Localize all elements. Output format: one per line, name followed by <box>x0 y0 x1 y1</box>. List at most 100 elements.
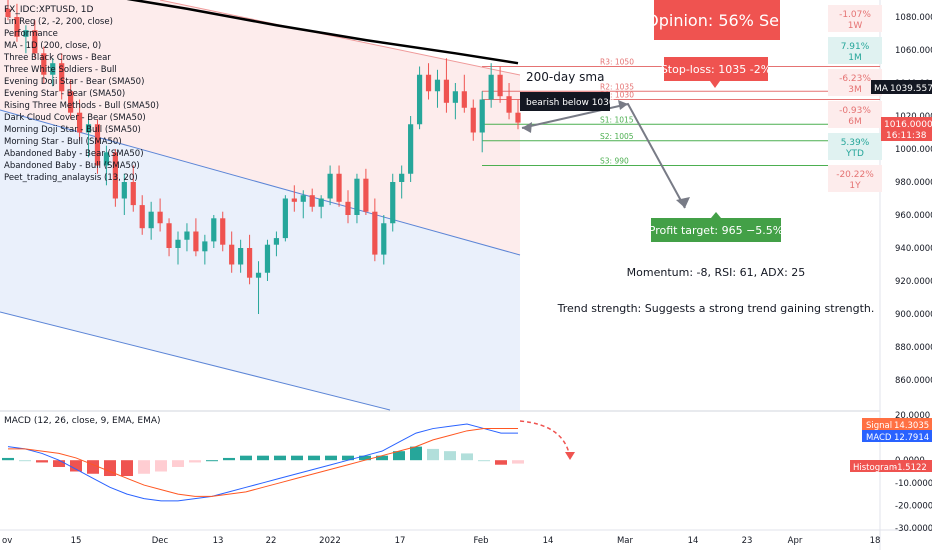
opinion-text: Opinion: 56% Sell <box>646 11 788 30</box>
candle-body <box>255 272 262 278</box>
candle-body <box>211 218 217 242</box>
candle-body <box>452 91 458 103</box>
bearish-box: bearish below 1030 <box>520 92 615 111</box>
candle-body <box>300 195 306 202</box>
price-tick-label: 1080.0000 <box>895 13 932 23</box>
candle-body <box>76 112 83 133</box>
legend-item: Lin Reg (2, -2, 200, close) <box>4 17 113 27</box>
candle-body <box>5 8 11 17</box>
candle-body <box>336 173 342 202</box>
legend-item: MA - 1D (200, close, 0) <box>4 41 101 51</box>
macd-line <box>7 423 518 502</box>
level-label: S3: 990 <box>600 157 629 166</box>
candle-body <box>112 152 118 199</box>
legend-item: Abandoned Baby - Bear (SMA50) <box>4 149 144 159</box>
time-tick-label: Feb <box>473 536 488 546</box>
time-tick-label: 14 <box>543 536 554 546</box>
time-tick-label: 22 <box>266 536 277 546</box>
opinion-box: Opinion: 56% Sell <box>646 0 788 40</box>
performance-value: -1.07% <box>839 10 871 20</box>
histogram-bar <box>138 460 150 474</box>
performance-cell <box>828 165 882 192</box>
histogram-bar <box>495 460 507 465</box>
level-label: R2: 1035 <box>600 82 634 91</box>
price-tick-label: 980.0000 <box>895 178 932 188</box>
level-label: S2: 1005 <box>600 132 634 141</box>
last-price-tag: 1016.0000 16:11:38 <box>881 117 932 141</box>
legend-item: Abandoned Baby - Bull (SMA50) <box>4 161 140 171</box>
candle-body <box>327 173 333 199</box>
candle-body <box>23 30 29 37</box>
performance-value: -20.22% <box>836 170 874 180</box>
candle-body <box>354 178 360 215</box>
candle-body <box>416 74 423 125</box>
stop-loss-text: Stop-loss: 1035 -2% <box>661 63 771 76</box>
profit-target-box: Profit target: 965 −5.5% <box>649 212 784 242</box>
regression-channel <box>0 0 521 411</box>
price-tick-label: 920.0000 <box>895 277 932 287</box>
histogram-bar <box>376 455 388 461</box>
performance-period: YTD <box>845 149 864 159</box>
candle-body <box>68 91 74 113</box>
histogram-bar <box>257 455 269 461</box>
candle-body <box>50 63 56 75</box>
price-axis[interactable]: 1080.00001060.00001040.00001020.00001000… <box>895 13 932 386</box>
macd-tick-label: -30.0000 <box>895 524 932 534</box>
indicator-legend[interactable]: FX_IDC:XPTUSD, 1D Lin Reg (2, -2, 200, c… <box>3 5 159 183</box>
candle-body <box>363 178 369 212</box>
candle-body <box>41 53 47 75</box>
bearish-text: bearish below 1030 <box>526 98 615 108</box>
histogram-bar <box>427 448 439 461</box>
histogram-bar <box>206 460 218 462</box>
legend-item: Evening Star - Bear (SMA50) <box>4 89 125 99</box>
performance-value: -0.93% <box>839 106 871 116</box>
price-tick-label: 900.0000 <box>895 310 932 320</box>
stop-loss-box: Stop-loss: 1035 -2% <box>661 57 771 88</box>
candle-body <box>488 74 494 100</box>
performance-period: 3M <box>848 85 862 95</box>
signal-tag: Signal 14.3035 <box>862 418 932 431</box>
candle-body <box>282 198 288 239</box>
legend-item: Morning Doji Star - Bull (SMA50) <box>4 125 141 135</box>
ma-price-tag: MA 1039.5578 <box>871 80 932 94</box>
histogram-bar <box>308 455 320 461</box>
histogram-bar <box>461 453 473 461</box>
macd-tick-label: -20.0000 <box>895 501 932 511</box>
ma200-line <box>126 0 519 65</box>
macd-histogram <box>2 446 524 477</box>
svg-text:Histogram: Histogram <box>853 463 897 473</box>
candle-body <box>184 231 190 240</box>
performance-period: 6M <box>848 117 862 127</box>
ma-tag-label: MA <box>874 84 889 94</box>
candle-body <box>246 248 253 278</box>
legend-item: Morning Star - Bull (SMA50) <box>4 137 122 147</box>
profit-target-text: Profit target: 965 −5.5% <box>649 224 784 237</box>
candle-body <box>515 112 521 123</box>
legend-item: Evening Doji Star - Bear (SMA50) <box>4 77 144 87</box>
candle-body <box>399 173 405 182</box>
histogram-bar <box>512 460 524 464</box>
histogram-bar <box>172 460 184 467</box>
histogram-bar <box>53 460 65 467</box>
candle-body <box>381 223 387 255</box>
histogram-bar <box>87 460 99 474</box>
time-tick-label: 14 <box>688 536 699 546</box>
macd-arrow-head <box>565 452 575 460</box>
candle-body <box>425 74 432 92</box>
candle-body <box>103 152 110 166</box>
macd-title[interactable]: MACD (12, 26, close, 9, EMA, EMA) <box>4 416 161 426</box>
time-axis[interactable]: ov 15 Dec 13 22 2022 17 Feb 14 Mar 14 23 Apr 18 <box>2 536 880 546</box>
candle-body <box>470 107 476 133</box>
time-tick-label: 17 <box>395 536 406 546</box>
candle-body <box>506 96 512 113</box>
performance-cell <box>828 133 882 160</box>
legend-item: Three White Soldiers - Bull <box>3 65 117 75</box>
price-tick-label: 860.0000 <box>895 376 932 386</box>
candle-body <box>157 211 163 224</box>
candle-body <box>229 244 235 265</box>
histogram-bar <box>274 455 286 461</box>
candle-body <box>408 124 414 174</box>
candle-body <box>14 17 20 37</box>
momentum-text: Momentum: -8, RSI: 61, ADX: 25 <box>627 266 806 279</box>
